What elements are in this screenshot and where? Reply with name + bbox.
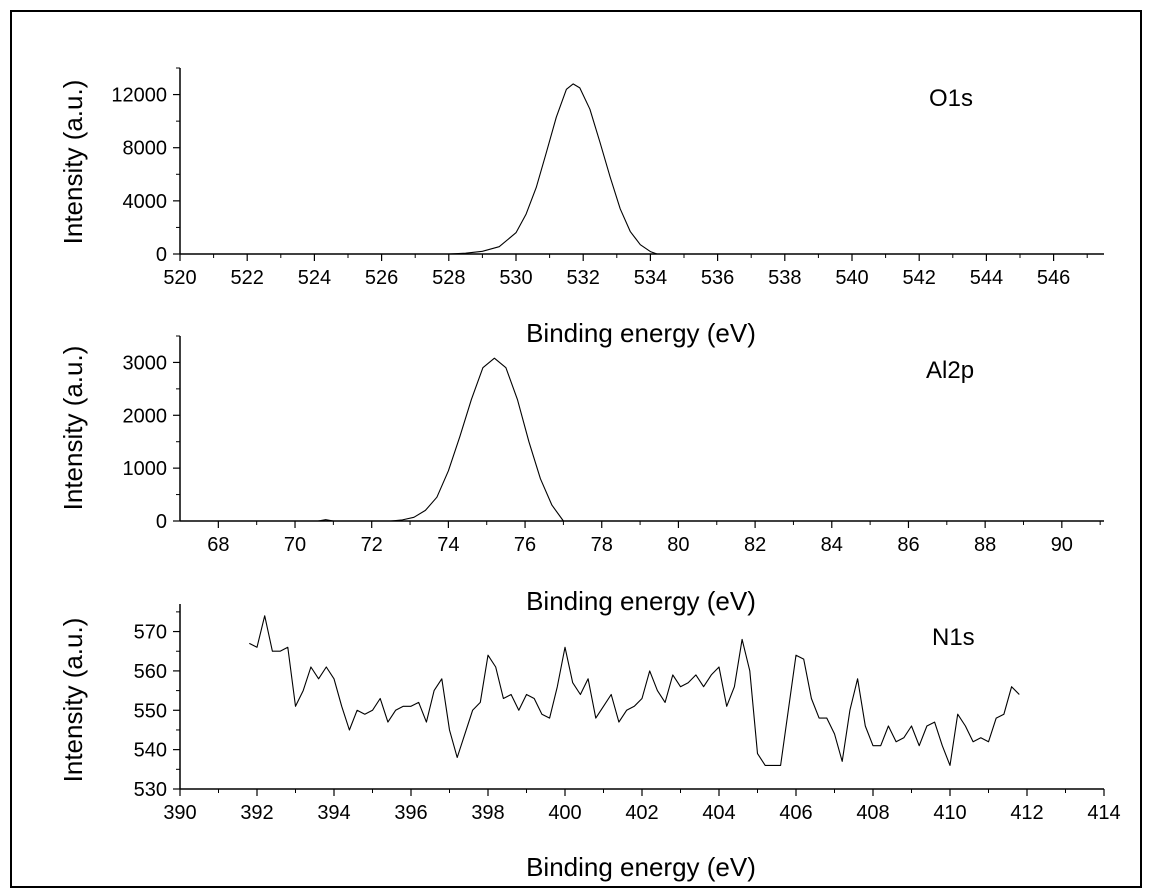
x-tick-label-n1s: 390 [163,802,196,824]
x-tick-label-n1s: 410 [933,802,966,824]
x-tick-label-n1s: 412 [1010,802,1043,824]
x-axis-title-n1s: Binding energy (eV) [526,852,756,882]
x-tick-label-al2p: 90 [1051,534,1073,556]
x-tick-label-o1s: 544 [970,267,1003,289]
x-tick-label-n1s: 408 [856,802,889,824]
x-axis-title-al2p: Binding energy (eV) [526,586,756,616]
x-tick-label-o1s: 528 [432,267,465,289]
panel-label-al2p: Al2p [926,357,974,384]
plot-panel-o1s: O1s Binding energy (eV) Intensity (a.u.)… [58,67,1104,348]
y-axis-title-o1s: Intensity (a.u.) [58,80,88,245]
x-tick-label-al2p: 84 [821,534,843,556]
x-tick-label-o1s: 524 [298,267,331,289]
x-axis-title-o1s: Binding energy (eV) [526,318,756,348]
x-tick-label-n1s: 400 [548,802,581,824]
x-tick-label-n1s: 402 [625,802,658,824]
plot-panel-al2p: Al2p Binding energy (eV) Intensity (a.u.… [58,335,1104,616]
y-tick-label-n1s: 540 [134,740,167,762]
panel-label-o1s: O1s [929,85,973,112]
x-tick-label-al2p: 88 [974,534,996,556]
x-tick-label-n1s: 406 [779,802,812,824]
x-tick-label-al2p: 80 [667,534,689,556]
y-tick-label-al2p: 3000 [123,352,168,374]
y-axis-title-n1s: Intensity (a.u.) [58,618,88,783]
y-tick-label-n1s: 550 [134,700,167,722]
x-tick-label-o1s: 540 [835,267,868,289]
x-tick-label-o1s: 538 [768,267,801,289]
plot-panel-n1s: N1s Binding energy (eV) Intensity (a.u.)… [58,604,1121,882]
spectrum-line-al2p [317,357,564,522]
x-tick-label-n1s: 392 [240,802,273,824]
y-tick-label-o1s: 12000 [111,85,167,107]
y-tick-label-n1s: 560 [134,661,167,683]
x-tick-label-o1s: 536 [701,267,734,289]
x-tick-label-al2p: 68 [207,534,229,556]
x-tick-label-n1s: 414 [1087,802,1120,824]
x-tick-label-o1s: 520 [163,267,196,289]
spectrum-line-n1s [249,615,1020,766]
x-tick-label-al2p: 72 [361,534,383,556]
x-tick-label-al2p: 76 [514,534,536,556]
x-tick-label-o1s: 546 [1037,267,1070,289]
y-tick-label-n1s: 530 [134,779,167,801]
x-tick-label-al2p: 70 [284,534,306,556]
x-tick-label-o1s: 530 [499,267,532,289]
x-tick-label-n1s: 404 [702,802,735,824]
y-tick-label-n1s: 570 [134,622,167,644]
x-tick-label-o1s: 542 [903,267,936,289]
x-tick-label-al2p: 86 [897,534,919,556]
x-tick-label-o1s: 532 [567,267,600,289]
x-tick-label-o1s: 522 [231,267,264,289]
x-tick-label-n1s: 396 [394,802,427,824]
x-tick-label-n1s: 394 [317,802,350,824]
x-tick-label-al2p: 78 [591,534,613,556]
x-tick-label-o1s: 526 [365,267,398,289]
spectrum-line-o1s [448,83,658,255]
y-tick-label-o1s: 4000 [123,191,168,213]
y-tick-label-al2p: 1000 [123,458,168,480]
y-tick-label-o1s: 0 [156,244,167,266]
y-tick-label-o1s: 8000 [123,138,168,160]
x-tick-label-al2p: 74 [437,534,459,556]
x-tick-label-n1s: 398 [471,802,504,824]
y-tick-label-al2p: 2000 [123,405,168,427]
x-tick-label-o1s: 534 [634,267,667,289]
y-axis-title-al2p: Intensity (a.u.) [58,346,88,511]
x-tick-label-al2p: 82 [744,534,766,556]
y-tick-label-al2p: 0 [156,511,167,533]
panel-label-n1s: N1s [932,624,975,651]
